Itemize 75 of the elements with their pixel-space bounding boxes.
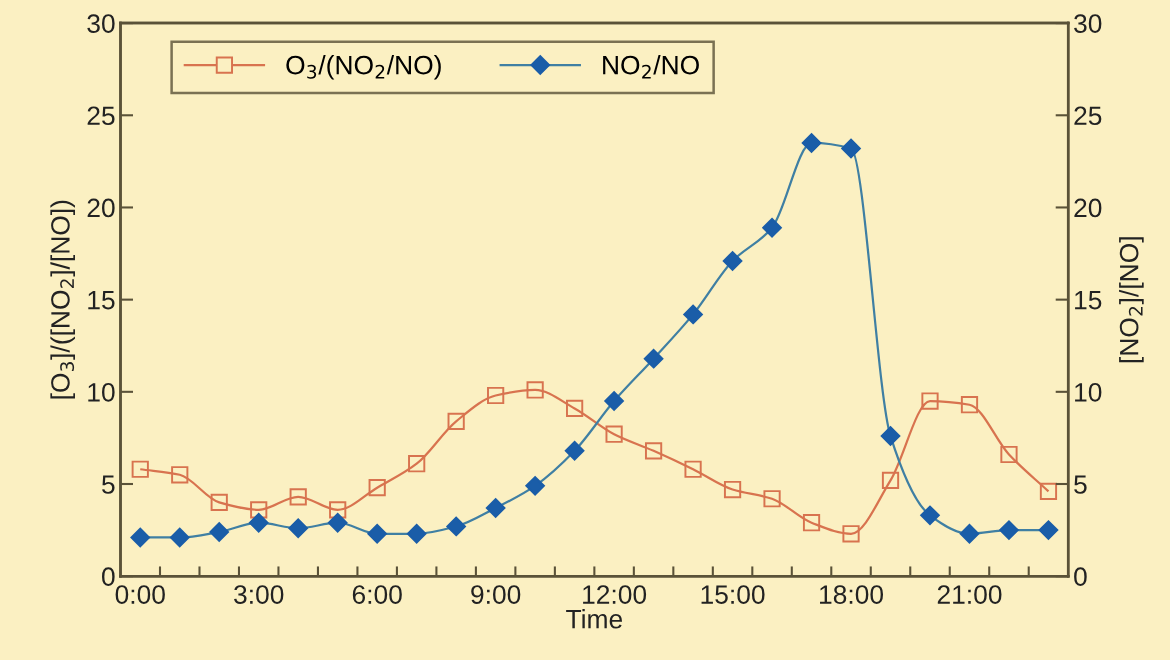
y-axis-title: [O$_{3}$]/([NO$_{2}$]/[NO]) bbox=[50, 200, 75, 399]
y-tick-label: 30 bbox=[87, 14, 115, 33]
point bbox=[763, 490, 781, 508]
point bbox=[327, 512, 348, 533]
point bbox=[841, 138, 861, 159]
x-tick-label: 12:00 bbox=[583, 585, 647, 604]
x-tick-label: 3:00 bbox=[234, 585, 284, 604]
point bbox=[960, 396, 979, 414]
y-tick-label: 25 bbox=[87, 106, 115, 126]
point bbox=[169, 527, 190, 548]
x-tick-label: 18:00 bbox=[820, 585, 884, 604]
point bbox=[802, 514, 821, 532]
point bbox=[485, 498, 506, 518]
y2-tick-label: 30 bbox=[1074, 14, 1102, 33]
point bbox=[250, 501, 268, 519]
point bbox=[605, 425, 623, 443]
point bbox=[920, 505, 940, 526]
point bbox=[487, 386, 505, 405]
point bbox=[683, 304, 703, 325]
y2-axis-title: [NO$_{2}$]/[NO] bbox=[1119, 237, 1144, 363]
point bbox=[368, 479, 386, 497]
y2-tick-label: 20 bbox=[1074, 198, 1102, 218]
point bbox=[1000, 445, 1018, 464]
y2-tick-label: 0 bbox=[1074, 567, 1087, 586]
y2-tick-label: 5 bbox=[1074, 475, 1087, 494]
point bbox=[1038, 520, 1059, 540]
y2-tick-label: 15 bbox=[1075, 291, 1102, 310]
x-tick-label: 6:00 bbox=[352, 585, 402, 604]
point bbox=[921, 392, 939, 410]
y2-tick-label: 25 bbox=[1074, 106, 1102, 126]
y-tick-label: 5 bbox=[102, 475, 115, 494]
legend-label: NO$_{2}$/NO bbox=[603, 55, 699, 79]
point bbox=[248, 512, 269, 533]
point bbox=[288, 518, 309, 539]
point bbox=[604, 391, 624, 411]
point bbox=[722, 251, 743, 271]
point bbox=[367, 523, 387, 544]
x-tick-label: 21:00 bbox=[937, 585, 1002, 604]
point bbox=[1039, 482, 1058, 500]
y-tick-label: 15 bbox=[88, 291, 115, 310]
point bbox=[171, 466, 189, 484]
y-tick-label: 10 bbox=[88, 382, 115, 402]
point bbox=[209, 522, 230, 542]
legend-label: O$_{3}$/(NO$_{2}$/NO) bbox=[286, 55, 441, 80]
point bbox=[408, 455, 426, 473]
point bbox=[525, 476, 545, 496]
point bbox=[881, 471, 900, 489]
point bbox=[762, 217, 782, 238]
point bbox=[959, 523, 980, 544]
x-axis-title: Time bbox=[566, 609, 623, 629]
y-tick-label: 20 bbox=[87, 198, 115, 218]
point bbox=[210, 493, 228, 512]
y-tick-label: 0 bbox=[102, 567, 115, 586]
point bbox=[406, 523, 427, 544]
point bbox=[526, 381, 544, 399]
point bbox=[131, 460, 149, 478]
point bbox=[446, 516, 466, 537]
point bbox=[801, 133, 822, 153]
point bbox=[842, 525, 860, 543]
y2-tick-label: 10 bbox=[1075, 382, 1102, 402]
point bbox=[329, 501, 347, 519]
point bbox=[566, 399, 584, 418]
point bbox=[684, 460, 702, 478]
x-tick-label: 15:00 bbox=[701, 585, 765, 604]
point bbox=[130, 527, 151, 548]
point bbox=[643, 348, 664, 369]
point bbox=[447, 412, 465, 430]
point bbox=[999, 520, 1019, 540]
point bbox=[564, 441, 585, 461]
x-tick-label: 9:00 bbox=[471, 585, 521, 604]
point bbox=[644, 442, 663, 460]
x-tick-label: 0:00 bbox=[115, 585, 165, 604]
point bbox=[289, 488, 307, 506]
point bbox=[723, 480, 742, 499]
point bbox=[880, 426, 901, 446]
